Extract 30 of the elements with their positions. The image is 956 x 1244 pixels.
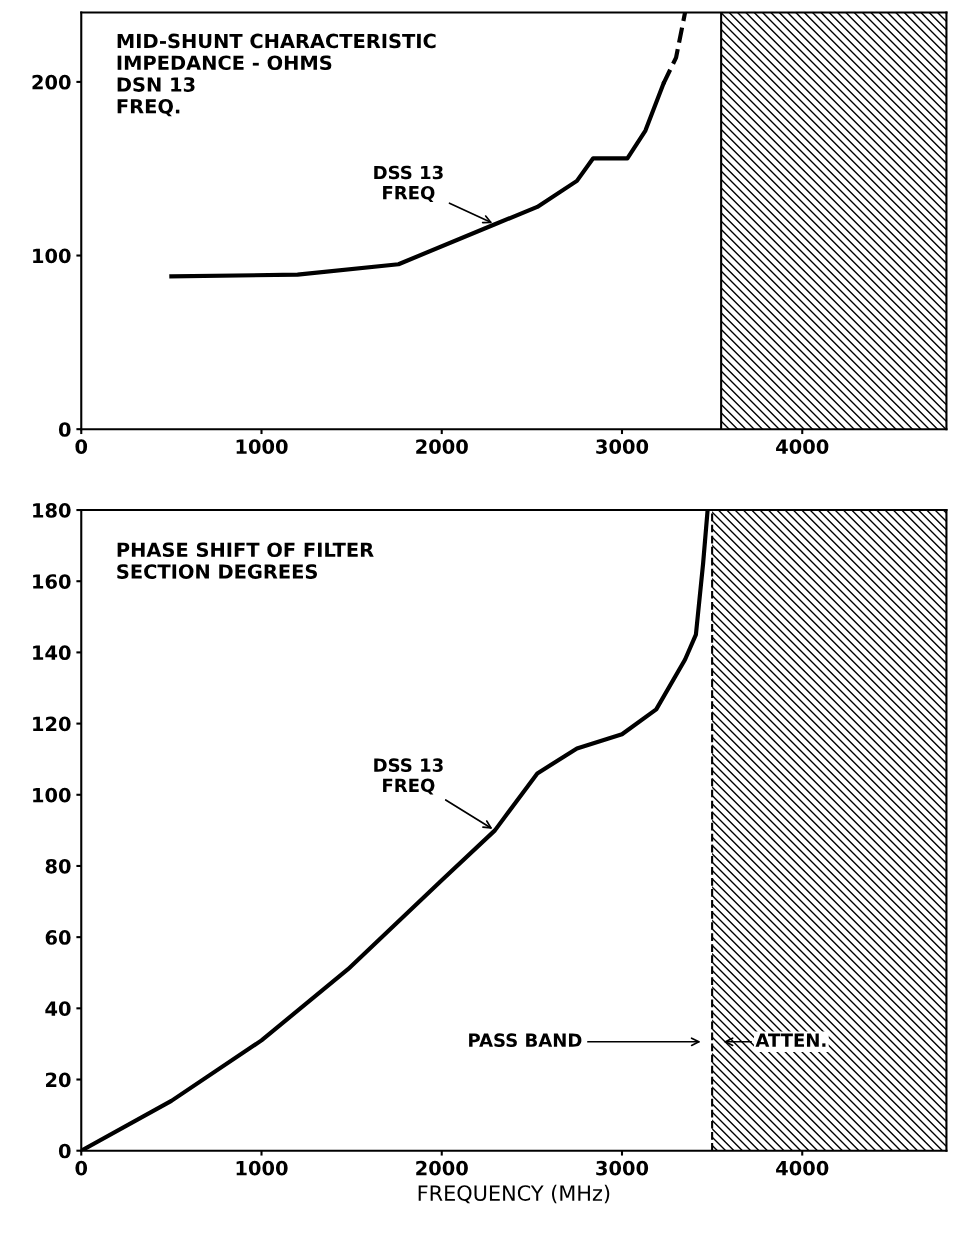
y-tick-label: 20 (46, 1072, 71, 1088)
x-tick-label: 2000 (416, 1160, 468, 1176)
annotation: DSS 13 FREQ (374, 165, 443, 202)
annotation: PASS BAND (469, 1033, 582, 1048)
text: PHASE SHIFT OF FILTER SECTION DEGREES (117, 542, 374, 579)
annotation: DSS 13 FREQ (374, 758, 443, 795)
y-tick-label: 180 (33, 503, 71, 518)
x-tick-label: 1000 (236, 1160, 288, 1176)
y-tick-label: 100 (33, 787, 71, 803)
x-tick-label: 3000 (596, 1160, 649, 1176)
y-tick-label: 160 (33, 574, 71, 589)
y-tick-label: 60 (45, 930, 71, 945)
x-tick-label: 0 (75, 1160, 88, 1176)
y-tick-label: 40 (45, 1001, 71, 1016)
y-tick-label: 0 (58, 1143, 71, 1159)
x-tick-label: 4000 (776, 439, 829, 454)
x-tick-label: 0 (75, 439, 88, 454)
x-tick-label: 3000 (596, 439, 649, 454)
y-tick-label: 140 (33, 645, 71, 661)
x-axis-title: FREQUENCY (MHz) (418, 1184, 610, 1204)
text: MID-SHUNT CHARACTERISTIC IMPEDANCE - OHMS DSN 13 FREQ. (117, 33, 436, 117)
y-tick-label: 80 (45, 858, 71, 874)
x-tick-label: 4000 (776, 1160, 829, 1176)
x-tick-label: 1000 (236, 439, 288, 454)
x-tick-label: 2000 (416, 439, 468, 454)
y-tick-label: 100 (33, 248, 71, 264)
y-tick-label: 0 (58, 422, 71, 437)
y-tick-label: 200 (32, 74, 71, 90)
y-tick-label: 120 (33, 716, 71, 732)
annotation: ATTEN. (755, 1033, 826, 1047)
